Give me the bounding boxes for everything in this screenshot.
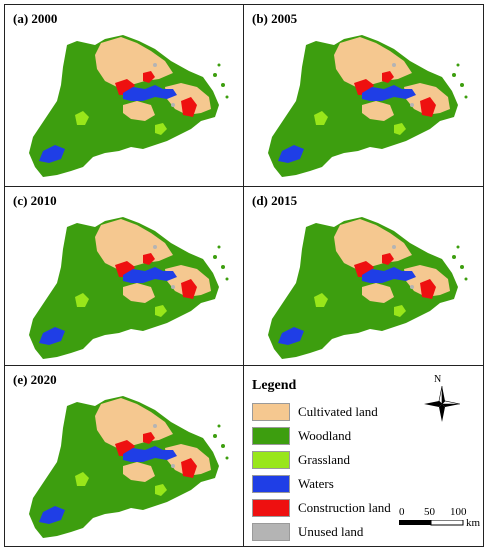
panel-label: (b) 2005: [252, 11, 298, 26]
land-use-map-2000: [29, 35, 229, 177]
land-use-map-2005: [268, 35, 468, 177]
legend-label: Waters: [298, 476, 334, 491]
legend-swatch: [252, 451, 290, 469]
map-panel-2000: (a) 2000: [4, 4, 244, 187]
map-panel-2015: (d) 2015: [243, 186, 484, 366]
legend-label: Cultivated land: [298, 404, 378, 419]
north-label: N: [434, 374, 442, 385]
legend-label: Grassland: [298, 452, 350, 467]
scale-tick-100: 100: [450, 506, 467, 518]
legend-label: Construction land: [298, 500, 391, 515]
land-use-map-2015: [268, 217, 468, 359]
land-use-map-2010: [29, 217, 229, 359]
scale-bar: [399, 520, 464, 526]
compass-rose-icon: [424, 386, 460, 422]
panel-label: (e) 2020: [13, 372, 57, 387]
legend-title: Legend: [252, 378, 297, 393]
legend-swatch: [252, 499, 290, 517]
legend-swatch: [252, 523, 290, 541]
map-panel-2005: (b) 2005: [243, 4, 484, 187]
panel-label: (c) 2010: [13, 193, 57, 208]
map-panel-2020: (e) 2020: [4, 365, 244, 547]
legend-swatch: [252, 475, 290, 493]
legend-label: Woodland: [298, 428, 352, 443]
panel-label: (a) 2000: [13, 11, 58, 26]
panel-label: (d) 2015: [252, 193, 298, 208]
land-use-map-2020: [29, 396, 229, 538]
legend-swatch: [252, 403, 290, 421]
legend-panel: Legend Cultivated land Woodland Grasslan…: [243, 365, 484, 547]
scale-unit: km: [466, 517, 481, 529]
scale-tick-50: 50: [424, 506, 435, 518]
map-panel-2010: (c) 2010: [4, 186, 244, 366]
legend-swatch: [252, 427, 290, 445]
scale-tick-0: 0: [399, 506, 405, 518]
legend-label: Unused land: [298, 524, 364, 539]
